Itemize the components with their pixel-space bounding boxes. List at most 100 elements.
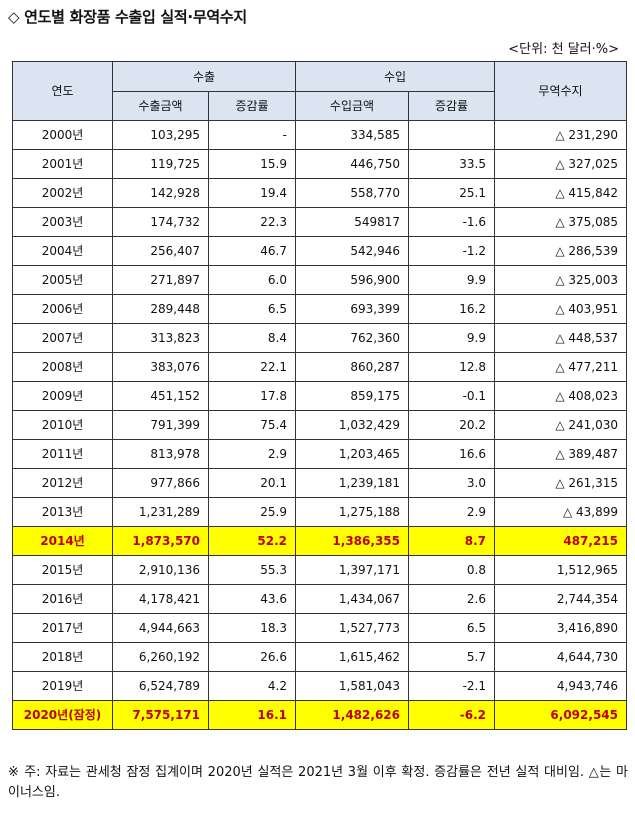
cell-balance: △ 286,539 — [494, 236, 627, 266]
header-export-amount: 수출금액 — [112, 91, 209, 121]
cell-year: 2000년 — [12, 120, 113, 150]
cell-import-change: 5.7 — [408, 642, 495, 672]
cell-import-amount: 446,750 — [295, 149, 409, 179]
table-row: 2005년 271,897 6.0 596,900 9.9 △ 325,003 — [12, 265, 627, 295]
cell-import-amount: 596,900 — [295, 265, 409, 295]
cell-export-amount: 142,928 — [112, 178, 209, 208]
cell-export-amount: 4,178,421 — [112, 584, 209, 614]
cell-export-amount: 4,944,663 — [112, 613, 209, 643]
cell-export-amount: 813,978 — [112, 439, 209, 469]
table-row: 2004년 256,407 46.7 542,946 -1.2 △ 286,539 — [12, 236, 627, 266]
table-row: 2007년 313,823 8.4 762,360 9.9 △ 448,537 — [12, 323, 627, 353]
cell-balance: △ 241,030 — [494, 410, 627, 440]
header-export-change: 증감률 — [208, 91, 296, 121]
cell-balance: △ 408,023 — [494, 381, 627, 411]
cell-import-change: -1.6 — [408, 207, 495, 237]
cell-export-change: 55.3 — [208, 555, 296, 585]
cell-balance: 6,092,545 — [494, 700, 627, 730]
cell-balance: 1,512,965 — [494, 555, 627, 585]
header-export: 수출 — [112, 61, 296, 92]
cell-import-amount: 1,615,462 — [295, 642, 409, 672]
cell-year: 2001년 — [12, 149, 113, 179]
page-title: ◇ 연도별 화장품 수출입 실적·무역수지 — [8, 8, 247, 26]
cell-balance: △ 448,537 — [494, 323, 627, 353]
cell-import-amount: 1,527,773 — [295, 613, 409, 643]
cell-balance: △ 403,951 — [494, 294, 627, 324]
cell-balance: △ 261,315 — [494, 468, 627, 498]
cell-export-amount: 174,732 — [112, 207, 209, 237]
cell-balance: 487,215 — [494, 526, 627, 556]
cell-export-amount: 256,407 — [112, 236, 209, 266]
cell-year: 2012년 — [12, 468, 113, 498]
cell-balance: △ 389,487 — [494, 439, 627, 469]
cell-balance: 4,943,746 — [494, 671, 627, 701]
cell-year: 2006년 — [12, 294, 113, 324]
cell-balance: △ 325,003 — [494, 265, 627, 295]
cell-export-change: 15.9 — [208, 149, 296, 179]
cell-import-change: 12.8 — [408, 352, 495, 382]
cell-export-amount: 6,260,192 — [112, 642, 209, 672]
cell-export-change: 20.1 — [208, 468, 296, 498]
cell-year: 2014년 — [12, 526, 113, 556]
table-row: 2003년 174,732 22.3 549817 -1.6 △ 375,085 — [12, 207, 627, 237]
cell-import-amount: 549817 — [295, 207, 409, 237]
cell-balance: 4,644,730 — [494, 642, 627, 672]
cell-balance: △ 415,842 — [494, 178, 627, 208]
cell-year: 2007년 — [12, 323, 113, 353]
cell-export-amount: 2,910,136 — [112, 555, 209, 585]
cell-export-amount: 119,725 — [112, 149, 209, 179]
cell-year: 2009년 — [12, 381, 113, 411]
cell-import-change: 20.2 — [408, 410, 495, 440]
cell-export-change: 26.6 — [208, 642, 296, 672]
cell-export-amount: 791,399 — [112, 410, 209, 440]
cell-import-amount: 693,399 — [295, 294, 409, 324]
cell-export-amount: 271,897 — [112, 265, 209, 295]
cell-export-amount: 1,231,289 — [112, 497, 209, 527]
cell-import-change: -1.2 — [408, 236, 495, 266]
cell-import-change: 16.2 — [408, 294, 495, 324]
table-row: 2018년 6,260,192 26.6 1,615,462 5.7 4,644,730 — [12, 642, 627, 672]
cell-year: 2002년 — [12, 178, 113, 208]
cell-year: 2011년 — [12, 439, 113, 469]
cell-year: 2019년 — [12, 671, 113, 701]
cell-year: 2008년 — [12, 352, 113, 382]
header-balance: 무역수지 — [494, 61, 627, 121]
table-row: 2011년 813,978 2.9 1,203,465 16.6 △ 389,487 — [12, 439, 627, 469]
cell-import-amount: 542,946 — [295, 236, 409, 266]
cell-year: 2013년 — [12, 497, 113, 527]
cell-import-change: 33.5 — [408, 149, 495, 179]
table-row: 2010년 791,399 75.4 1,032,429 20.2 △ 241,030 — [12, 410, 627, 440]
cell-year: 2015년 — [12, 555, 113, 585]
cell-export-amount: 451,152 — [112, 381, 209, 411]
table-row: 2001년 119,725 15.9 446,750 33.5 △ 327,025 — [12, 149, 627, 179]
cell-import-change: 2.9 — [408, 497, 495, 527]
table-row: 2014년 1,873,570 52.2 1,386,355 8.7 487,215 — [12, 526, 627, 556]
cell-year: 2003년 — [12, 207, 113, 237]
cell-export-change: 6.5 — [208, 294, 296, 324]
cell-export-change: 22.3 — [208, 207, 296, 237]
table-row: 2013년 1,231,289 25.9 1,275,188 2.9 △ 43,899 — [12, 497, 627, 527]
table-row: 2019년 6,524,789 4.2 1,581,043 -2.1 4,943,746 — [12, 671, 627, 701]
cell-export-amount: 7,575,171 — [112, 700, 209, 730]
cell-export-change: 22.1 — [208, 352, 296, 382]
cell-balance: △ 477,211 — [494, 352, 627, 382]
cell-balance: △ 43,899 — [494, 497, 627, 527]
cell-export-change: 19.4 — [208, 178, 296, 208]
cell-export-amount: 1,873,570 — [112, 526, 209, 556]
cell-import-amount: 859,175 — [295, 381, 409, 411]
cell-import-amount: 1,581,043 — [295, 671, 409, 701]
cell-import-amount: 1,275,188 — [295, 497, 409, 527]
cell-balance: △ 231,290 — [494, 120, 627, 150]
cell-import-amount: 1,239,181 — [295, 468, 409, 498]
cell-balance: 2,744,354 — [494, 584, 627, 614]
cell-year: 2018년 — [12, 642, 113, 672]
table-row: 2002년 142,928 19.4 558,770 25.1 △ 415,842 — [12, 178, 627, 208]
cell-export-amount: 383,076 — [112, 352, 209, 382]
cell-export-change: 43.6 — [208, 584, 296, 614]
header-import-change: 증감률 — [408, 91, 495, 121]
cell-export-change: 75.4 — [208, 410, 296, 440]
cell-import-amount: 1,482,626 — [295, 700, 409, 730]
cell-import-amount: 762,360 — [295, 323, 409, 353]
cell-import-change: -2.1 — [408, 671, 495, 701]
table-body: 2000년 103,295-334,585 △ 231,290 2001년 119,72… — [12, 120, 627, 730]
